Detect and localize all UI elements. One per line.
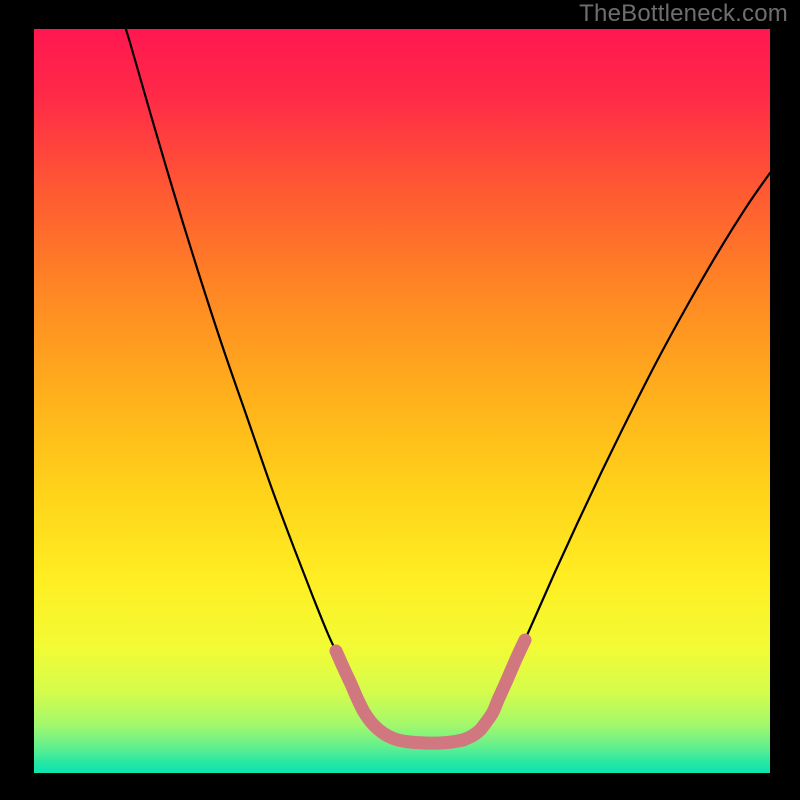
accent-segment-right [463, 640, 525, 740]
figure-root: TheBottleneck.com [0, 0, 800, 800]
accent-segment-left [336, 651, 463, 743]
bottleneck-curve [117, 0, 770, 743]
curve-layer [0, 0, 800, 800]
watermark-label: TheBottleneck.com [579, 0, 788, 28]
